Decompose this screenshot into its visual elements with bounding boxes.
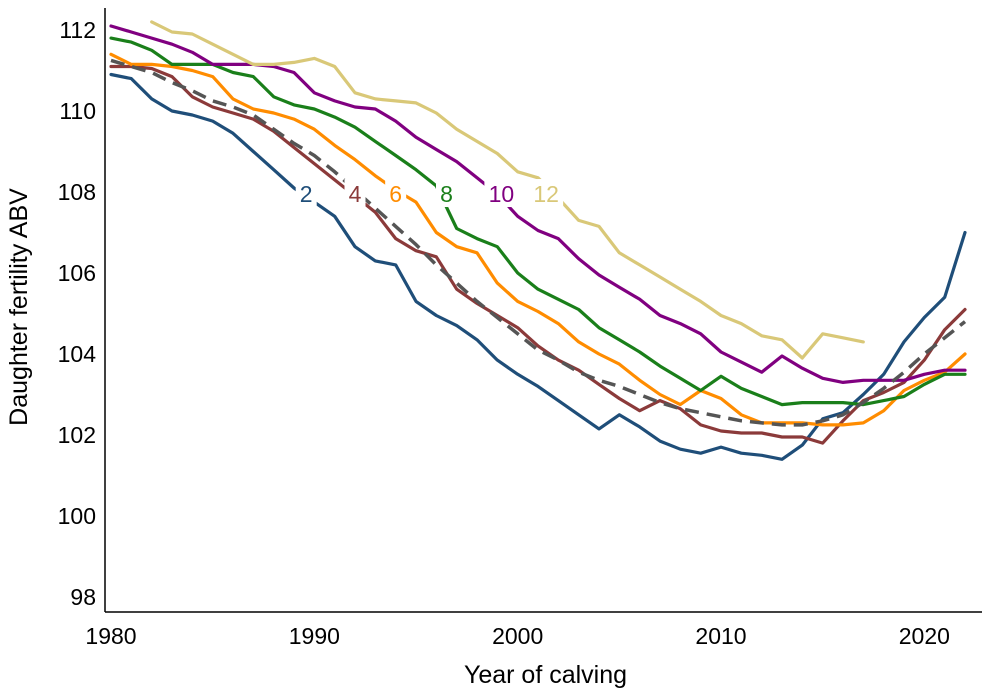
series-label-2: 2 <box>300 181 313 207</box>
series-label-12: 12 <box>533 181 559 207</box>
series-label-8: 8 <box>440 181 453 207</box>
series-label-background <box>529 179 564 208</box>
series-line-8 <box>109 36 967 407</box>
series-label-background <box>385 179 407 208</box>
series-label-background <box>484 179 519 208</box>
series-label-background <box>344 179 366 208</box>
y-axis-ticks: 98 100 102 104 106 108 110 112 <box>58 17 97 610</box>
series-label-layer: 2 4 6 8 10 12 <box>295 179 564 208</box>
series-label-4: 4 <box>349 181 362 207</box>
x-tick-label: 2020 <box>899 623 950 649</box>
x-axis-title: Year of calving <box>464 661 627 689</box>
x-tick-label: 1980 <box>85 623 136 649</box>
series-line-4 <box>109 64 967 445</box>
x-tick-label: 2010 <box>695 623 746 649</box>
series-label-background <box>295 179 317 208</box>
y-tick-label: 112 <box>59 17 96 43</box>
y-tick-label: 106 <box>58 260 96 286</box>
series-label-6: 6 <box>389 181 402 207</box>
y-axis-title: Daughter fertility ABV <box>5 188 33 426</box>
series-line-6 <box>109 52 967 427</box>
x-tick-label: 1990 <box>289 623 340 649</box>
x-tick-label: 2000 <box>492 623 543 649</box>
y-tick-label: 102 <box>58 422 96 448</box>
x-axis-ticks: 1980 1990 2000 2010 2020 <box>85 623 950 649</box>
y-tick-label: 108 <box>58 179 96 205</box>
series-layer <box>109 20 967 461</box>
y-tick-label: 104 <box>58 341 97 367</box>
series-label-background <box>436 179 457 208</box>
series-line-12 <box>150 20 865 360</box>
series-line-average <box>110 58 967 427</box>
series-line-2 <box>109 72 967 461</box>
series-label-10: 10 <box>489 181 515 207</box>
y-tick-label: 98 <box>70 584 96 610</box>
y-tick-label: 100 <box>58 503 96 529</box>
y-tick-label: 110 <box>59 98 96 124</box>
